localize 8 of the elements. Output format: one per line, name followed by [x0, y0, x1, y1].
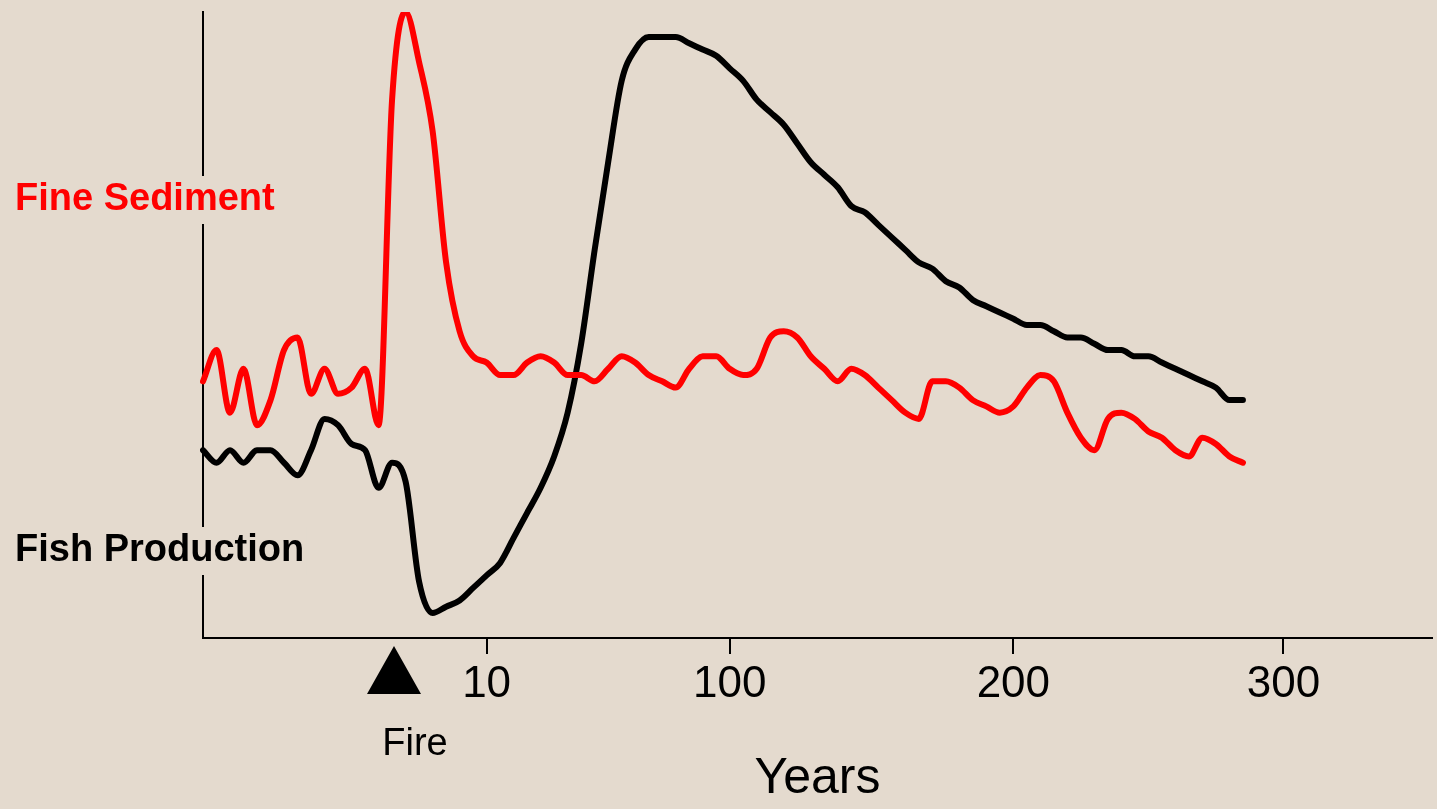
x-tick-label: 200	[976, 656, 1051, 706]
text: Fire	[382, 721, 448, 764]
x-tick-label: 300	[1246, 656, 1321, 706]
x-axis-title: Years	[754, 747, 881, 804]
text: Fine Sediment	[15, 176, 276, 219]
x-tick-label: 10	[462, 656, 512, 706]
x-tick-label: 100	[693, 656, 767, 706]
series-label: Fish Production	[15, 527, 305, 570]
